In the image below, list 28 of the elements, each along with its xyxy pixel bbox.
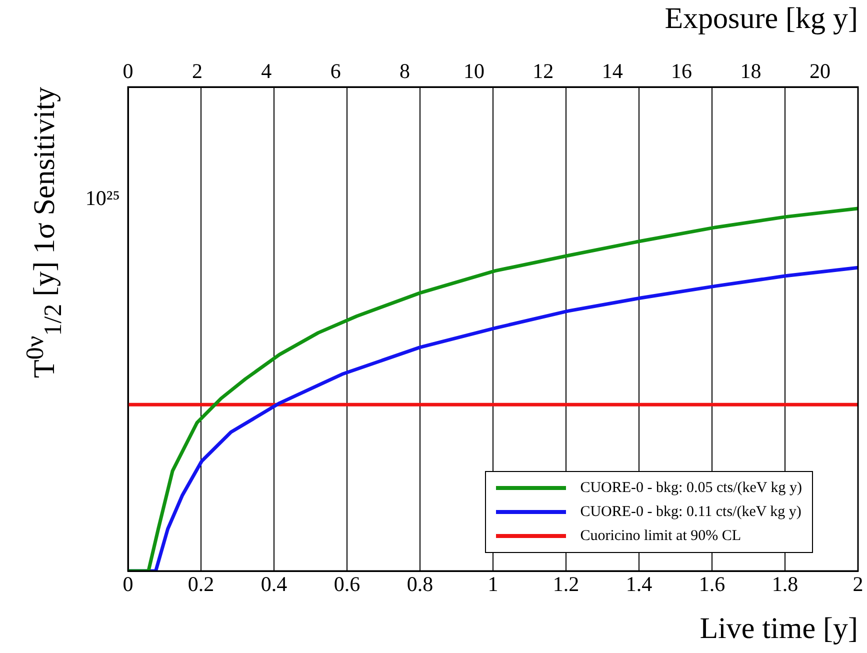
x-tick-label: 1 (488, 572, 498, 596)
x-tick-label: 1.4 (626, 572, 653, 596)
x-tick-label: 1.2 (552, 572, 580, 596)
x2-tick-label: 10 (463, 58, 484, 83)
x2-tick-label: 4 (261, 58, 272, 83)
x-tick-label: 1.6 (698, 572, 726, 596)
x-axis-title: Live time [y] (700, 612, 858, 646)
x2-tick-label: 0 (122, 58, 134, 83)
x-tick-label: 0.2 (188, 572, 214, 596)
x-tick-label: 0.6 (334, 572, 360, 596)
x2-tick-label: 6 (330, 58, 341, 83)
x-tick-label: 0 (122, 572, 134, 596)
legend-label: Cuoricino limit at 90% CL (580, 528, 742, 544)
x2-tick-label: 18 (740, 58, 762, 83)
x2-tick-label: 16 (671, 58, 692, 83)
x-tick-label: 2 (852, 572, 864, 596)
x-tick-label: 0.8 (406, 572, 434, 596)
legend-label: CUORE-0 - bkg: 0.05 cts/(keV kg y) (580, 480, 802, 496)
x-tick-label: 1.8 (772, 572, 798, 596)
x2-tick-label: 8 (400, 58, 410, 83)
legend-label: CUORE-0 - bkg: 0.11 cts/(keV kg y) (580, 504, 802, 520)
x2-axis-title: Exposure [kg y] (664, 2, 858, 36)
text: 10²⁵ (85, 186, 120, 211)
x-tick-label: 0.4 (260, 572, 288, 596)
x2-tick-label: 14 (602, 58, 624, 83)
x2-tick-label: 2 (192, 58, 202, 83)
x2-tick-label: 20 (809, 58, 830, 83)
x2-tick-label: 12 (532, 58, 554, 83)
